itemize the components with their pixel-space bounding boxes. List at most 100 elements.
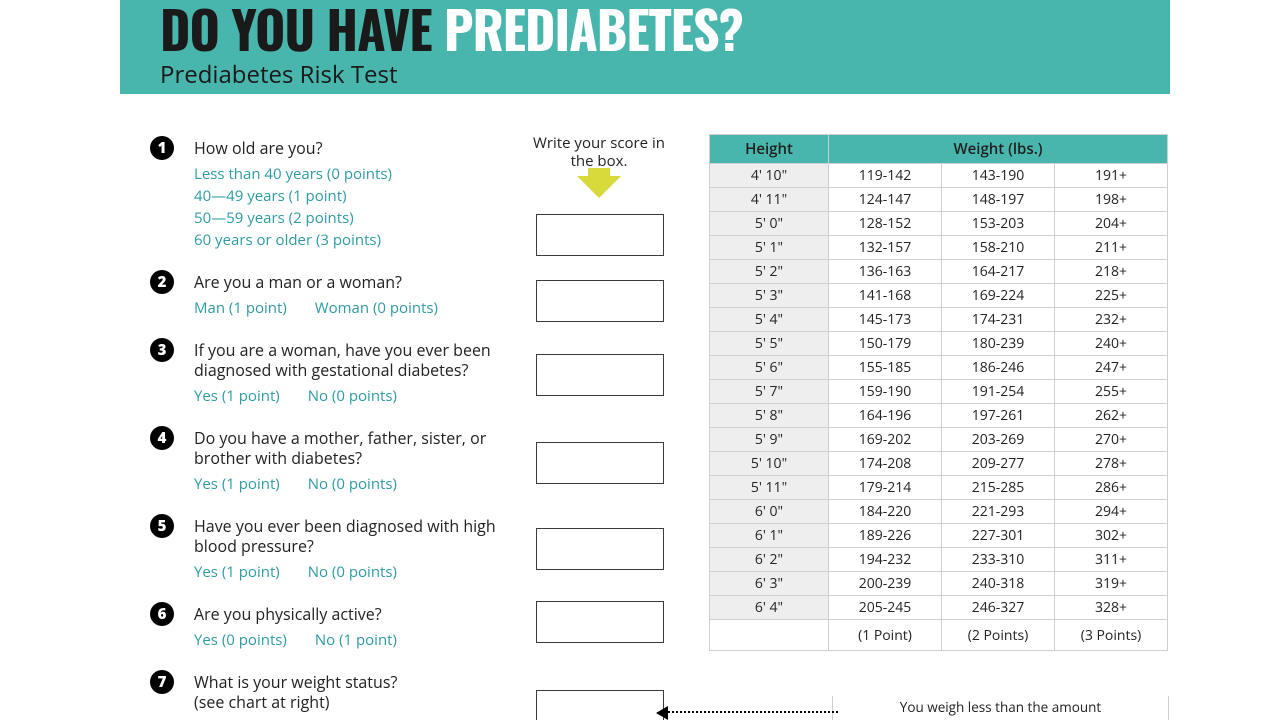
cell-weight: 247+ bbox=[1055, 356, 1168, 380]
cell-height: 5' 11" bbox=[710, 476, 829, 500]
question-6: 6Are you physically active?Yes (0 points… bbox=[156, 604, 516, 650]
cell-weight: 215-285 bbox=[942, 476, 1055, 500]
table-footnote: You weigh less than the amount bbox=[832, 696, 1169, 720]
cell-weight: 240-318 bbox=[942, 572, 1055, 596]
question-prompt: Are you physically active? bbox=[194, 604, 516, 624]
cell-weight: 150-179 bbox=[829, 332, 942, 356]
questions-column: 1How old are you?Less than 40 years (0 p… bbox=[156, 138, 516, 712]
cell-height: 5' 0" bbox=[710, 212, 829, 236]
height-weight-table: Height Weight (lbs.) 4' 10"119-142143-19… bbox=[709, 134, 1168, 651]
question-number: 1 bbox=[150, 136, 174, 160]
cell-weight: 143-190 bbox=[942, 164, 1055, 188]
cell-height: 6' 1" bbox=[710, 524, 829, 548]
question-option[interactable]: Yes (1 point) bbox=[194, 386, 280, 406]
cell-weight: 169-224 bbox=[942, 284, 1055, 308]
cell-weight: 184-220 bbox=[829, 500, 942, 524]
cell-weight: 233-310 bbox=[942, 548, 1055, 572]
title-lead: DO YOU HAVE bbox=[160, 0, 444, 67]
question-prompt: Do you have a mother, father, sister, or… bbox=[194, 428, 516, 468]
cell-weight: 148-197 bbox=[942, 188, 1055, 212]
table-row: 4' 10"119-142143-190191+ bbox=[710, 164, 1168, 188]
question-option[interactable]: Less than 40 years (0 points) bbox=[194, 164, 516, 184]
cell-height: 6' 0" bbox=[710, 500, 829, 524]
cell-height: 5' 7" bbox=[710, 380, 829, 404]
score-box-3[interactable] bbox=[536, 354, 664, 396]
cell-weight: 164-217 bbox=[942, 260, 1055, 284]
cell-weight: 246-327 bbox=[942, 596, 1055, 620]
question-options: Less than 40 years (0 points)40—49 years… bbox=[194, 164, 516, 250]
table-row: 5' 6"155-185186-246247+ bbox=[710, 356, 1168, 380]
cell-weight: 194-232 bbox=[829, 548, 942, 572]
score-hint: Write your score in the box. bbox=[524, 134, 674, 170]
question-5: 5Have you ever been diagnosed with high … bbox=[156, 516, 516, 582]
question-option[interactable]: Man (1 point) bbox=[194, 298, 287, 318]
cell-blank bbox=[710, 620, 829, 651]
cell-height: 5' 10" bbox=[710, 452, 829, 476]
cell-weight: 136-163 bbox=[829, 260, 942, 284]
cell-weight: 158-210 bbox=[942, 236, 1055, 260]
question-number: 4 bbox=[150, 426, 174, 450]
cell-weight: 186-246 bbox=[942, 356, 1055, 380]
cell-weight: 197-261 bbox=[942, 404, 1055, 428]
cell-weight: 200-239 bbox=[829, 572, 942, 596]
cell-weight: 319+ bbox=[1055, 572, 1168, 596]
cell-weight: 204+ bbox=[1055, 212, 1168, 236]
cell-weight: 270+ bbox=[1055, 428, 1168, 452]
table-row: 5' 5"150-179180-239240+ bbox=[710, 332, 1168, 356]
question-option[interactable]: Woman (0 points) bbox=[315, 298, 438, 318]
page-title: DO YOU HAVE PREDIABETES? bbox=[160, 0, 743, 67]
question-prompt: Are you a man or a woman? bbox=[194, 272, 516, 292]
cell-weight: 203-269 bbox=[942, 428, 1055, 452]
question-option[interactable]: No (0 points) bbox=[308, 386, 397, 406]
cell-height: 6' 4" bbox=[710, 596, 829, 620]
question-option[interactable]: No (0 points) bbox=[308, 562, 397, 582]
question-option[interactable]: No (1 point) bbox=[315, 630, 397, 650]
question-options: Yes (1 point) No (0 points) bbox=[194, 474, 516, 494]
cell-weight: 240+ bbox=[1055, 332, 1168, 356]
cell-weight: 294+ bbox=[1055, 500, 1168, 524]
cell-height: 5' 8" bbox=[710, 404, 829, 428]
cell-weight: 179-214 bbox=[829, 476, 942, 500]
score-box-2[interactable] bbox=[536, 280, 664, 322]
question-prompt: What is your weight status? (see chart a… bbox=[194, 672, 516, 712]
cell-height: 5' 9" bbox=[710, 428, 829, 452]
cell-weight: 189-226 bbox=[829, 524, 942, 548]
question-number: 3 bbox=[150, 338, 174, 362]
cell-height: 5' 4" bbox=[710, 308, 829, 332]
question-option[interactable]: Yes (1 point) bbox=[194, 562, 280, 582]
cell-weight: 221-293 bbox=[942, 500, 1055, 524]
table-row: 6' 4"205-245246-327328+ bbox=[710, 596, 1168, 620]
cell-weight: 124-147 bbox=[829, 188, 942, 212]
table-head-weight: Weight (lbs.) bbox=[829, 135, 1168, 164]
question-options: Man (1 point) Woman (0 points) bbox=[194, 298, 516, 318]
cell-height: 5' 1" bbox=[710, 236, 829, 260]
question-option[interactable]: 50—59 years (2 points) bbox=[194, 208, 516, 228]
cell-weight: 153-203 bbox=[942, 212, 1055, 236]
score-box-1[interactable] bbox=[536, 214, 664, 256]
cell-weight: 174-208 bbox=[829, 452, 942, 476]
question-1: 1How old are you?Less than 40 years (0 p… bbox=[156, 138, 516, 250]
title-highlight: PREDIABETES? bbox=[444, 0, 743, 67]
table-row: 5' 11"179-214215-285286+ bbox=[710, 476, 1168, 500]
question-option[interactable]: Yes (1 point) bbox=[194, 474, 280, 494]
question-option[interactable]: No (0 points) bbox=[308, 474, 397, 494]
score-box-4[interactable] bbox=[536, 442, 664, 484]
question-option[interactable]: 60 years or older (3 points) bbox=[194, 230, 516, 250]
cell-weight: 218+ bbox=[1055, 260, 1168, 284]
cell-points: (2 Points) bbox=[942, 620, 1055, 651]
table-row: 5' 9"169-202203-269270+ bbox=[710, 428, 1168, 452]
score-box-6[interactable] bbox=[536, 601, 664, 643]
question-option[interactable]: 40—49 years (1 point) bbox=[194, 186, 516, 206]
question-option[interactable]: Yes (0 points) bbox=[194, 630, 287, 650]
table-row: 5' 7"159-190191-254255+ bbox=[710, 380, 1168, 404]
score-box-5[interactable] bbox=[536, 528, 664, 570]
cell-height: 6' 3" bbox=[710, 572, 829, 596]
table-row: 5' 3"141-168169-224225+ bbox=[710, 284, 1168, 308]
question-number: 5 bbox=[150, 514, 174, 538]
question-2: 2Are you a man or a woman?Man (1 point)W… bbox=[156, 272, 516, 318]
question-prompt: Have you ever been diagnosed with high b… bbox=[194, 516, 516, 556]
score-box-7[interactable] bbox=[536, 690, 664, 720]
table-row: 5' 10"174-208209-277278+ bbox=[710, 452, 1168, 476]
dashed-arrow-icon bbox=[668, 711, 838, 713]
cell-weight: 169-202 bbox=[829, 428, 942, 452]
